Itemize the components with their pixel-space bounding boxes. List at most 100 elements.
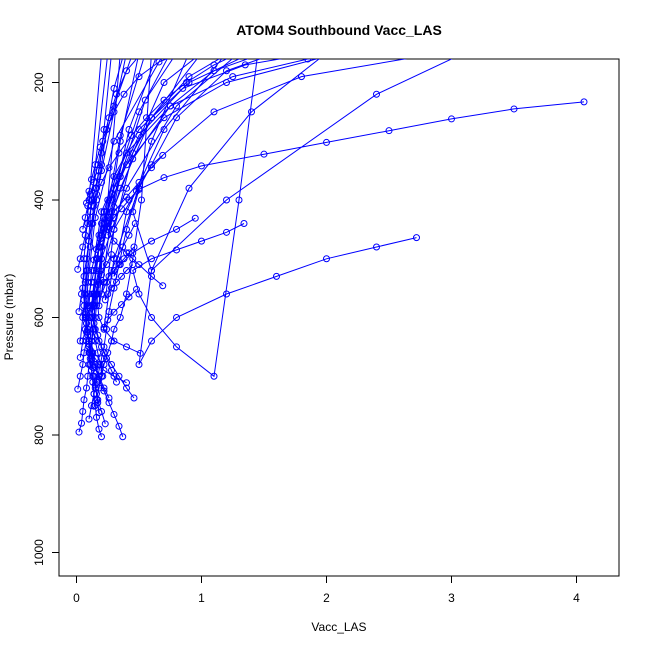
y-tick-label: 600 xyxy=(32,307,46,327)
data-point xyxy=(129,261,137,269)
series-line-21 xyxy=(103,59,262,328)
data-point xyxy=(96,143,104,151)
data-point xyxy=(88,267,95,274)
data-point xyxy=(76,353,84,361)
chart-title: ATOM4 Southbound Vacc_LAS xyxy=(236,22,442,38)
data-point xyxy=(241,61,249,69)
data-point xyxy=(91,384,99,392)
series-line-9 xyxy=(93,59,233,399)
data-point xyxy=(160,174,168,182)
data-point xyxy=(129,155,137,163)
data-point xyxy=(110,137,118,145)
series-line-19 xyxy=(101,59,157,295)
data-point xyxy=(91,361,99,368)
data-point xyxy=(135,184,143,192)
data-point xyxy=(160,126,168,133)
data-point xyxy=(210,108,218,116)
data-point xyxy=(159,151,167,159)
data-point xyxy=(323,138,330,146)
data-point xyxy=(79,225,87,233)
data-point xyxy=(385,127,393,135)
data-point xyxy=(135,131,143,139)
data-point xyxy=(108,284,115,292)
data-point xyxy=(298,73,305,81)
series-line-24 xyxy=(79,59,123,342)
data-point xyxy=(223,196,230,204)
data-point xyxy=(198,237,205,245)
data-point xyxy=(273,272,280,280)
data-point xyxy=(123,343,130,351)
data-point xyxy=(98,178,105,186)
data-point xyxy=(123,267,130,274)
data-point xyxy=(119,243,127,251)
data-point xyxy=(74,385,82,393)
data-point xyxy=(173,114,180,122)
data-point xyxy=(110,325,118,333)
data-point xyxy=(91,161,99,169)
data-point xyxy=(110,203,118,211)
data-point xyxy=(115,372,123,380)
data-point xyxy=(78,419,85,427)
data-point xyxy=(373,90,380,98)
data-point xyxy=(120,255,128,263)
data-point xyxy=(210,372,218,380)
data-point xyxy=(83,199,90,207)
data-point xyxy=(95,425,103,433)
data-point xyxy=(101,420,109,428)
data-point xyxy=(98,271,105,279)
data-point xyxy=(79,361,87,368)
data-point xyxy=(110,372,118,380)
data-point xyxy=(105,214,113,222)
data-point xyxy=(115,149,123,157)
data-point xyxy=(75,428,83,436)
data-point xyxy=(128,131,135,139)
data-point xyxy=(118,272,125,280)
x-tick-label: 3 xyxy=(448,591,455,605)
data-point xyxy=(191,214,199,222)
data-point xyxy=(91,337,99,345)
data-point xyxy=(580,98,588,106)
data-point xyxy=(110,337,118,345)
data-point xyxy=(131,220,139,227)
data-point xyxy=(110,267,118,274)
data-point xyxy=(229,73,237,81)
data-point xyxy=(93,245,100,253)
data-point xyxy=(103,355,110,363)
data-point xyxy=(98,408,105,415)
data-point xyxy=(94,396,102,404)
data-point xyxy=(448,115,455,123)
data-point xyxy=(113,378,120,386)
data-point xyxy=(105,164,113,172)
data-point xyxy=(95,314,103,321)
x-tick-label: 2 xyxy=(323,591,330,605)
data-point xyxy=(90,302,98,310)
data-point xyxy=(88,337,95,345)
data-point xyxy=(223,79,230,86)
data-point xyxy=(240,220,248,227)
data-point xyxy=(118,205,125,213)
series-line-13 xyxy=(132,59,258,378)
data-point xyxy=(148,255,155,263)
data-point xyxy=(88,202,95,210)
data-point xyxy=(100,214,108,222)
data-point xyxy=(79,408,87,415)
data-point xyxy=(125,231,133,239)
data-point xyxy=(135,73,143,81)
x-axis: 0 1 2 3 4 xyxy=(73,575,580,605)
data-point xyxy=(125,249,133,257)
data-point xyxy=(148,114,155,122)
data-point xyxy=(113,255,120,263)
data-point xyxy=(119,433,127,441)
series-line-32 xyxy=(88,59,319,377)
series-line-14 xyxy=(138,59,417,365)
data-point xyxy=(108,366,115,374)
data-point xyxy=(81,214,89,222)
data-point xyxy=(94,349,102,357)
data-point xyxy=(120,90,128,98)
data-point xyxy=(148,161,155,169)
y-tick-label: 400 xyxy=(32,190,46,210)
data-point xyxy=(210,67,218,75)
data-point xyxy=(110,84,118,92)
data-point xyxy=(105,399,113,407)
